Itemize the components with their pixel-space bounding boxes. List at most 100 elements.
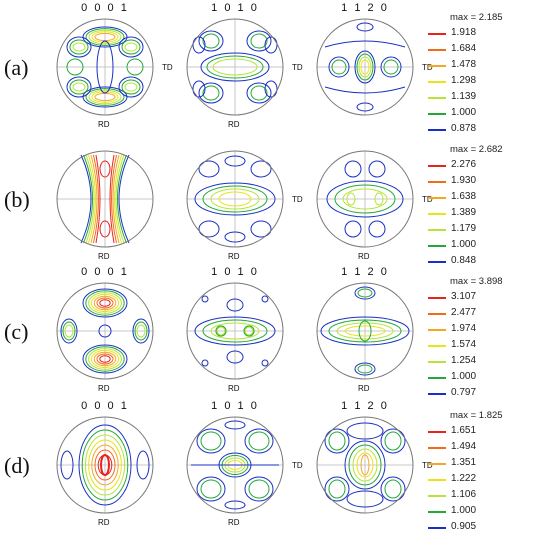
pole-figure-a-1120: 1 1 2 0 TD: [310, 0, 433, 130]
pole-figure-title: 1 1 2 0: [341, 2, 389, 14]
contour-line: [356, 102, 374, 112]
contour-line: [85, 154, 95, 244]
contour-line: [112, 154, 120, 244]
legend-value: 1.651: [451, 425, 477, 436]
contour-line: [248, 479, 270, 499]
contour-line: [226, 298, 244, 312]
td-label: TD: [292, 195, 303, 204]
contour-line: [224, 500, 246, 510]
legend-swatch: [428, 181, 446, 184]
contour-line: [344, 160, 362, 178]
contour-line: [324, 476, 350, 502]
contour-line: [354, 286, 376, 300]
legend-value: 1.974: [451, 323, 477, 334]
pole-figure-title: 1 0 1 0: [211, 2, 259, 14]
legend-swatch: [428, 377, 446, 380]
contour-line: [384, 431, 402, 451]
legend-swatch: [428, 229, 446, 232]
legend-row: 1.574: [428, 338, 546, 354]
contour-line: [384, 479, 402, 499]
pole-figure-a-1010: 1 0 1 0 TD RD: [180, 0, 303, 130]
legend-max: max = 1.825: [450, 410, 503, 421]
pole-figure-b-1010: TD RD: [180, 132, 303, 262]
contour-line: [201, 359, 209, 367]
pole-figure-title: 1 1 2 0: [341, 400, 389, 412]
legend-swatch: [428, 213, 446, 216]
contour-line: [98, 324, 112, 338]
rd-label: RD: [98, 384, 110, 393]
contour-line: [324, 40, 406, 48]
pole-figure-title: 1 0 1 0: [211, 266, 259, 278]
contour-line: [244, 476, 274, 502]
contour-line: [81, 429, 129, 501]
legend-swatch: [428, 49, 446, 52]
contour-line: [348, 444, 382, 486]
contour-line: [69, 79, 89, 95]
legend-row: 1.000: [428, 106, 546, 122]
contour-line: [250, 85, 268, 101]
contour-line: [358, 56, 372, 78]
legend-swatch: [428, 97, 446, 100]
pole-figure-title: 1 1 2 0: [341, 266, 389, 278]
pole-figure-d-1010: 1 0 1 0 TD RD: [180, 398, 303, 528]
legend-value: 1.222: [451, 473, 477, 484]
row-b: (b) RD TD RD TD RD max = 2.682 2.276 1.9…: [0, 132, 550, 266]
contour-line: [93, 351, 117, 367]
contour-line: [66, 58, 84, 76]
contour-line: [202, 185, 268, 213]
contour-line: [202, 319, 268, 343]
legend-row: 1.494: [428, 440, 546, 456]
legend-value: 1.254: [451, 355, 477, 366]
legend-value: 0.848: [451, 255, 477, 266]
rd-label: RD: [98, 518, 110, 527]
legend-value: 1.478: [451, 59, 477, 70]
contour-line: [132, 318, 150, 344]
contour-line: [320, 316, 410, 346]
contour-line: [91, 91, 119, 103]
contour-line: [136, 450, 150, 480]
legend-value: 1.179: [451, 223, 477, 234]
legend-swatch: [428, 329, 446, 332]
legend-row: 1.139: [428, 90, 546, 106]
contour-line: [244, 326, 254, 336]
legend-row: 1.179: [428, 222, 546, 238]
contour-line: [82, 288, 128, 318]
legend-swatch: [428, 447, 446, 450]
contour-line: [124, 82, 138, 92]
contour-line: [111, 154, 117, 244]
pole-figure-title: 0 0 0 1: [81, 2, 129, 14]
contour-line: [90, 293, 120, 313]
rd-label: RD: [98, 120, 110, 129]
contour-line: [354, 362, 376, 376]
pole-figure-c-1120: 1 1 2 0 RD: [310, 264, 420, 394]
legend-value: 1.930: [451, 175, 477, 186]
pole-figure-b-1120: TD RD: [310, 132, 433, 262]
row-a: (a) 0 0 0 1 TD RD 1 0 1 0 TD RD 1 1 2 0 …: [0, 0, 550, 134]
contour-line: [328, 431, 346, 451]
contour-line: [117, 154, 127, 244]
legend-swatch: [428, 479, 446, 482]
pole-figure-plot: [316, 150, 414, 248]
contour-line: [88, 439, 122, 491]
contour-line: [380, 428, 406, 454]
contour-line: [62, 321, 76, 341]
legend-max: max = 2.682: [450, 144, 503, 155]
contour-line: [215, 325, 227, 337]
contour-line: [346, 192, 356, 206]
contour-line: [210, 188, 260, 210]
legend-value: 1.918: [451, 27, 477, 38]
contour-line: [352, 448, 378, 482]
contour-line: [88, 348, 122, 370]
rd-label: RD: [358, 252, 370, 261]
panel-label-d: (d): [4, 453, 30, 478]
contour-line: [246, 30, 272, 52]
legend-row: 1.000: [428, 504, 546, 520]
contour-line: [226, 350, 244, 364]
contour-line: [198, 30, 224, 52]
pole-figure-d-0001: 0 0 0 1 RD: [50, 398, 160, 528]
contour-line: [93, 295, 117, 311]
contour-line: [93, 154, 99, 244]
rd-label: RD: [228, 518, 240, 527]
legend-row: 1.638: [428, 190, 546, 206]
pole-figure-title: 0 0 0 1: [81, 266, 129, 278]
